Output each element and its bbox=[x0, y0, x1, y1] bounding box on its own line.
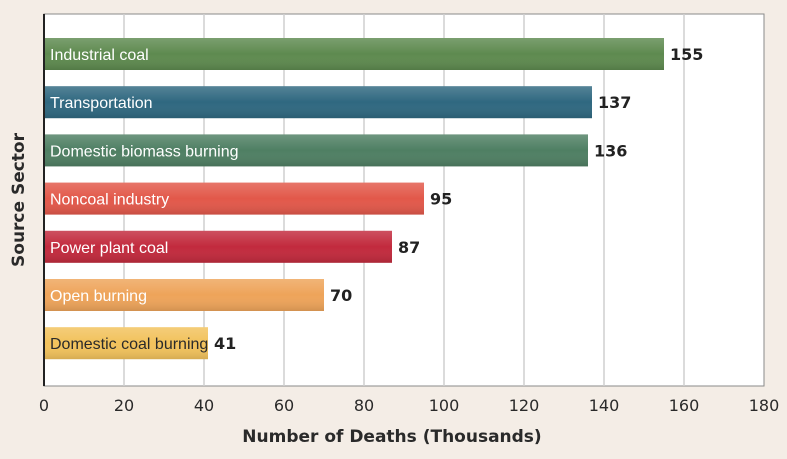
bar-sheen bbox=[44, 38, 664, 70]
bar-category-label: Domestic coal burning bbox=[50, 336, 208, 353]
bar-category-label: Transportation bbox=[50, 95, 153, 112]
x-tick-label: 180 bbox=[749, 396, 780, 415]
bars: Industrial coal 155 Transportation 137 Domes… bbox=[44, 38, 703, 360]
bar-group: Domestic biomass burning 136 bbox=[44, 134, 627, 167]
bar-value-label: 137 bbox=[598, 93, 631, 112]
bar-value-label: 70 bbox=[330, 286, 352, 305]
bar-value-label: 41 bbox=[214, 334, 236, 353]
bar-category-label: Power plant coal bbox=[50, 240, 168, 257]
bar-category-label: Noncoal industry bbox=[50, 192, 169, 209]
bar-value-label: 155 bbox=[670, 45, 703, 64]
bar-value-label: 95 bbox=[430, 190, 452, 209]
grid bbox=[123, 14, 685, 386]
x-tick-label: 20 bbox=[114, 396, 134, 415]
x-tick-label: 40 bbox=[194, 396, 214, 415]
bar-category-label: Industrial coal bbox=[50, 47, 149, 64]
bar-group: Industrial coal 155 bbox=[44, 38, 703, 70]
x-tick-label: 120 bbox=[509, 396, 540, 415]
bar-group: Power plant coal 87 bbox=[44, 230, 420, 263]
bar-group: Open burning 70 bbox=[44, 279, 352, 311]
bar-group: Domestic coal burning 41 bbox=[44, 327, 236, 360]
bar-value-label: 87 bbox=[398, 238, 420, 257]
x-tick-label: 80 bbox=[354, 396, 374, 415]
bar-sheen bbox=[44, 182, 424, 215]
x-tick-label: 140 bbox=[589, 396, 620, 415]
bar-category-label: Domestic biomass burning bbox=[50, 143, 239, 160]
bar-sheen bbox=[44, 279, 324, 311]
x-tick-label: 0 bbox=[39, 396, 49, 415]
bar-group: Transportation 137 bbox=[44, 86, 631, 119]
bar-sheen bbox=[44, 230, 392, 263]
y-axis-title: Source Sector bbox=[9, 132, 29, 267]
bar-sheen bbox=[44, 86, 592, 119]
x-axis-title: Number of Deaths (Thousands) bbox=[242, 427, 541, 447]
bar-group: Noncoal industry 95 bbox=[44, 182, 452, 215]
bar-value-label: 136 bbox=[594, 141, 627, 160]
bar-sheen bbox=[44, 134, 588, 167]
bar-sheen bbox=[44, 327, 208, 360]
x-tick-label: 60 bbox=[274, 396, 294, 415]
x-tick-label: 100 bbox=[429, 396, 460, 415]
x-tick-labels: 0 20 40 60 80 100 120 140 160 180 bbox=[39, 396, 779, 415]
x-tick-label: 160 bbox=[669, 396, 700, 415]
bar-category-label: Open burning bbox=[50, 288, 147, 305]
